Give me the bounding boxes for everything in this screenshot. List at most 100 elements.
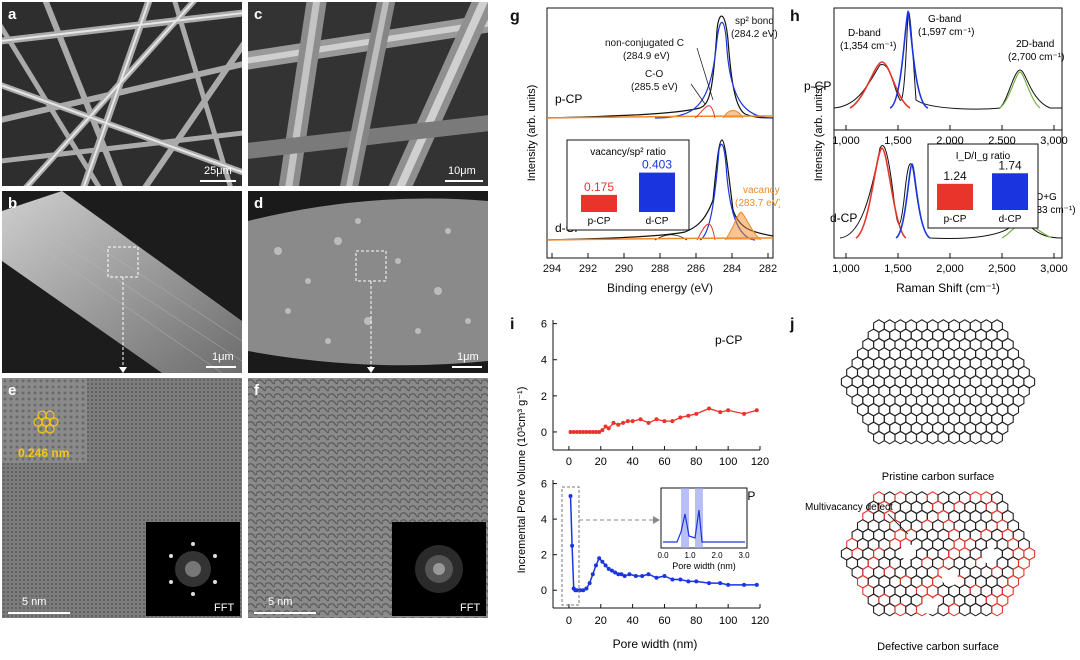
- xps-ann-sp2: sp² bond: [735, 16, 774, 27]
- carbon-hexagon: [980, 430, 993, 445]
- sem-image-b: [2, 191, 242, 373]
- pore-bottom-point: [574, 588, 579, 593]
- pore-top-point: [600, 428, 605, 433]
- scale-bar-f: [254, 612, 316, 614]
- pore-bottom-point: [654, 575, 659, 580]
- raman-inset-value: 1.24: [943, 169, 967, 183]
- raman-bottom-d: [855, 147, 907, 239]
- scale-text-f: 5 nm: [268, 596, 293, 608]
- fiber-network-graphic: [2, 2, 242, 186]
- raman-chart: 1,000 1,500 2,000 2,500 3,000 1,000 1,50…: [804, 7, 1076, 295]
- pore-bottom-point: [670, 577, 675, 582]
- carbon-hexagon: [873, 602, 885, 617]
- panel-label-g: g: [510, 8, 520, 25]
- pore-bottom-point: [694, 579, 699, 584]
- xps-top-envelope: [546, 15, 774, 119]
- tem-image-f: [248, 378, 488, 618]
- pore-inset-highlight: [681, 488, 689, 548]
- pore-bottom-point: [603, 563, 608, 568]
- raman-xlabel: Raman Shift (cm⁻¹): [896, 281, 1000, 295]
- carbon-hexagon: [969, 602, 982, 617]
- raman-xtick: 2,000: [936, 263, 964, 275]
- panel-label-j: j: [790, 316, 795, 333]
- xps-inset-bar: [639, 172, 675, 212]
- pore-top-point: [574, 429, 579, 434]
- pore-top-point: [638, 417, 643, 422]
- defect-label: Multivacancy defect: [805, 502, 893, 513]
- pore-bottom-point: [593, 563, 598, 568]
- pore-xtick: 120: [751, 615, 769, 627]
- scale-bar-d: [452, 366, 482, 368]
- pore-bottom-point: [627, 572, 632, 577]
- tem-image-e: [2, 378, 242, 618]
- raman-ann-d: D-band: [848, 28, 881, 39]
- vacancy-hole: [942, 570, 958, 586]
- vacancy-hole: [982, 548, 998, 564]
- pore-top-point: [662, 419, 667, 424]
- pore-top-point: [621, 420, 626, 425]
- sem-image-a: [2, 2, 242, 186]
- pore-inset-xtick: 0.0: [657, 551, 669, 560]
- pore-inset: 0.0 1.0 2.0 3.0 Pore width (nm): [657, 487, 750, 571]
- pore-top-point: [726, 408, 731, 413]
- raman-inset-bar: [992, 173, 1028, 210]
- raman-ann-g: G-band: [928, 14, 961, 25]
- raman-xtick-top: 1,000: [832, 135, 860, 147]
- pore-top-point: [568, 429, 573, 434]
- pore-bottom-point: [646, 572, 651, 577]
- carbon-hexagon: [905, 430, 918, 445]
- pore-ylabel: Incremental Pore Volume (10³cm³ g⁻¹): [516, 387, 528, 574]
- raman-sample-top: p-CP: [804, 79, 831, 93]
- pore-zoom-box: [561, 486, 580, 606]
- pore-inset-highlight: [695, 488, 703, 548]
- pore-bottom-point: [568, 494, 573, 498]
- raman-inset-value: 1.74: [998, 158, 1022, 172]
- raman-ann-dg-val: (2933 cm⁻¹): [1022, 205, 1076, 216]
- carbon-hexagon: [894, 430, 907, 445]
- pore-inset-frame: [660, 487, 748, 549]
- pore-bottom-point: [640, 574, 645, 578]
- raman-ylabel: Intensity (arb. units): [813, 85, 825, 182]
- xps-inset-bars: [581, 172, 675, 212]
- pore-top-point: [694, 411, 699, 416]
- pore-xtick: 60: [658, 615, 670, 627]
- pore-bottom-point: [707, 581, 712, 586]
- pore-top-points: [568, 406, 759, 434]
- panel-label-b: b: [8, 195, 18, 212]
- carbon-hexagon: [937, 430, 950, 445]
- vacancy-hole: [922, 598, 938, 614]
- defect-pointer: [887, 513, 909, 535]
- xps-top-nc: [694, 105, 716, 119]
- defective-caption: Defective carbon surface: [877, 641, 999, 653]
- xps-xtick: 294: [543, 263, 561, 275]
- scale-text-b: 1μm: [212, 351, 234, 363]
- xps-ann-vac-val: (283.7 eV): [735, 198, 780, 209]
- pore-top-point: [670, 419, 675, 424]
- raman-inset-cat: d-CP: [999, 214, 1022, 225]
- pore-top-point: [742, 411, 747, 416]
- pore-xtick: 20: [595, 615, 607, 627]
- xps-bottom-nc: [696, 223, 716, 241]
- pore-ytick: 6: [541, 479, 547, 491]
- xps-xtick: 284: [723, 263, 741, 275]
- carbon-hexagon: [969, 430, 982, 445]
- pore-xlabel: Pore width (nm): [613, 637, 698, 651]
- carbon-hexagon: [915, 430, 928, 445]
- pore-xtick: 60: [658, 456, 670, 468]
- pore-bottom-point: [600, 559, 605, 564]
- xps-bottom-vac: [724, 211, 762, 241]
- fft-label-e: FFT: [214, 602, 235, 614]
- pore-bottom-point: [581, 588, 586, 593]
- carbon-hexagon: [958, 602, 971, 617]
- xps-xtick: 292: [579, 263, 597, 275]
- panel-label-e: e: [8, 382, 17, 399]
- xps-inset-value: 0.403: [642, 158, 672, 172]
- pore-bottom-point: [633, 574, 638, 578]
- xps-inset-cat: d-CP: [646, 216, 669, 227]
- carbon-hexagon: [926, 430, 939, 445]
- xps-xtick: 286: [687, 263, 705, 275]
- panel-label-f: f: [254, 382, 259, 399]
- pore-bottom-point: [662, 574, 667, 578]
- carbon-hexagon: [991, 430, 1003, 445]
- carbon-hexagon: [980, 602, 993, 617]
